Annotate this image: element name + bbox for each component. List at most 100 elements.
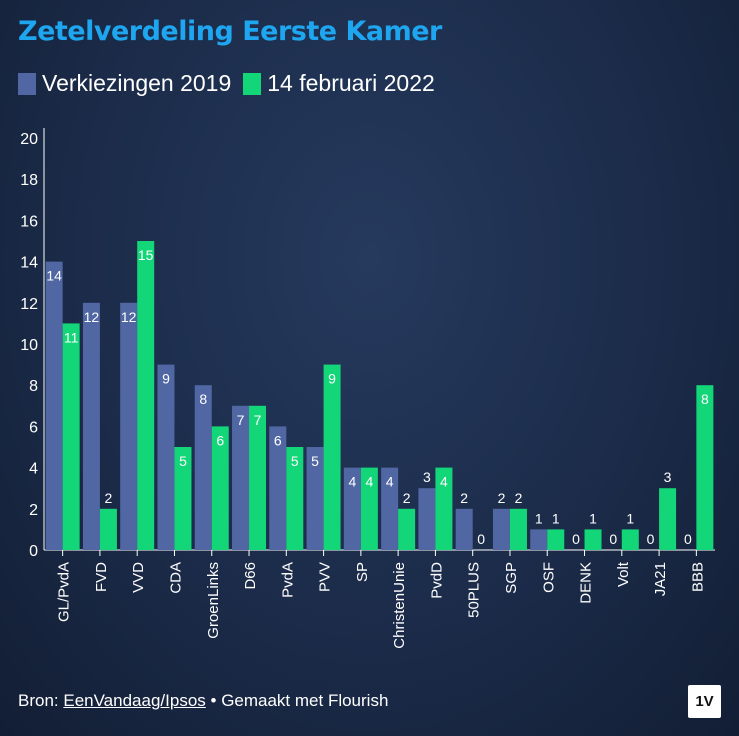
- bar-2022: [174, 447, 192, 550]
- data-label: 1: [589, 510, 597, 526]
- chart-title: Zetelverdeling Eerste Kamer: [18, 16, 442, 47]
- data-label: 11: [64, 329, 79, 345]
- x-tick-label: SGP: [503, 562, 520, 594]
- x-tick-label: D66: [242, 562, 259, 590]
- bar-2022: [137, 241, 155, 550]
- y-tick-label: 14: [20, 255, 38, 272]
- bar-2022: [696, 385, 714, 550]
- data-label: 6: [216, 432, 224, 448]
- data-label: 1: [552, 510, 560, 526]
- y-tick-label: 16: [20, 213, 38, 230]
- y-tick-label: 0: [29, 543, 38, 560]
- bar-2022: [323, 364, 341, 550]
- bar-2019: [418, 488, 436, 550]
- x-tick-label: Volt: [615, 561, 632, 587]
- eenvandaag-logo[interactable]: 1V: [688, 685, 721, 718]
- bar-2022: [211, 426, 229, 550]
- bar-2019: [82, 302, 100, 550]
- bar-2022: [62, 323, 80, 550]
- y-tick-label: 20: [20, 131, 38, 148]
- data-label: 6: [274, 432, 282, 448]
- legend-label-2019: Verkiezingen 2019: [42, 70, 232, 96]
- data-label: 9: [162, 371, 170, 387]
- data-label: 5: [311, 453, 319, 469]
- data-label: 2: [460, 490, 468, 506]
- x-tick-label: PvdA: [279, 562, 296, 598]
- data-label: 1: [535, 510, 543, 526]
- x-tick-label: DENK: [578, 562, 595, 604]
- data-label: 8: [701, 391, 709, 407]
- x-tick-label: JA21: [652, 562, 669, 596]
- data-label: 1: [626, 510, 634, 526]
- legend-item-2019[interactable]: Verkiezingen 2019: [18, 70, 231, 97]
- bar-2019: [455, 508, 473, 550]
- data-label: 0: [572, 531, 580, 547]
- bar-2022: [584, 529, 602, 550]
- data-label: 4: [348, 474, 356, 490]
- data-label: 2: [105, 490, 113, 506]
- legend-swatch-2022: [243, 72, 262, 95]
- y-tick-label: 8: [29, 378, 38, 395]
- x-tick-label: VVD: [130, 562, 147, 593]
- bar-2019: [530, 529, 548, 550]
- data-label: 14: [46, 268, 62, 284]
- footer-separator: •: [205, 691, 222, 710]
- data-label: 8: [199, 391, 207, 407]
- bar-2022: [249, 405, 267, 550]
- bar-2022: [547, 529, 565, 550]
- data-label: 0: [609, 531, 617, 547]
- x-tick-label: CDA: [167, 562, 184, 594]
- bar-2019: [45, 261, 63, 550]
- data-label: 4: [386, 474, 394, 490]
- data-label: 12: [84, 309, 100, 325]
- bar-2019: [269, 426, 287, 550]
- data-label: 3: [423, 469, 431, 485]
- x-tick-label: FVD: [93, 562, 110, 592]
- bar-2022: [99, 508, 117, 550]
- x-tick-label: GL/PvdA: [56, 562, 73, 622]
- bar-2019: [306, 447, 324, 550]
- data-label: 3: [664, 469, 672, 485]
- bar-2019: [194, 385, 212, 550]
- legend-item-2022[interactable]: 14 februari 2022: [243, 70, 435, 97]
- y-tick-label: 4: [29, 461, 38, 478]
- data-label: 5: [179, 453, 187, 469]
- y-tick-label: 2: [29, 502, 38, 519]
- bar-2019: [120, 302, 138, 550]
- bar-2022: [509, 508, 527, 550]
- bar-2022: [398, 508, 416, 550]
- footer: Bron: EenVandaag/Ipsos • Gemaakt met Flo…: [18, 691, 388, 711]
- x-tick-label: BBB: [689, 562, 706, 592]
- legend-label-2022: 14 februari 2022: [267, 70, 435, 96]
- bar-2019: [381, 467, 399, 550]
- x-tick-label: PVV: [317, 562, 334, 592]
- bar-2019: [232, 405, 250, 550]
- bar-2022: [360, 467, 378, 550]
- data-label: 7: [237, 412, 245, 428]
- bar-2019: [343, 467, 361, 550]
- y-tick-label: 18: [20, 172, 38, 189]
- data-label: 0: [684, 531, 692, 547]
- source-link[interactable]: EenVandaag/Ipsos: [63, 691, 206, 710]
- data-label: 2: [403, 490, 411, 506]
- data-label: 4: [365, 474, 373, 490]
- legend-swatch-2019: [18, 72, 36, 95]
- data-label: 12: [121, 309, 137, 325]
- bar-2022: [621, 529, 639, 550]
- data-label: 4: [440, 474, 448, 490]
- legend: Verkiezingen 2019 14 februari 2022: [18, 70, 435, 97]
- x-tick-label: GroenLinks: [205, 562, 222, 639]
- bar-2019: [492, 508, 510, 550]
- bar-2022: [659, 488, 677, 550]
- source-prefix: Bron:: [18, 691, 64, 710]
- x-tick-label: ChristenUnie: [391, 562, 408, 649]
- data-label: 9: [328, 371, 336, 387]
- data-label: 2: [498, 490, 506, 506]
- x-tick-label: 50PLUS: [466, 562, 483, 618]
- y-tick-label: 10: [20, 337, 38, 354]
- y-tick-label: 6: [29, 419, 38, 436]
- x-tick-label: SP: [354, 562, 371, 582]
- bar-2022: [286, 447, 304, 550]
- bar-2019: [157, 364, 175, 550]
- data-label: 2: [515, 490, 523, 506]
